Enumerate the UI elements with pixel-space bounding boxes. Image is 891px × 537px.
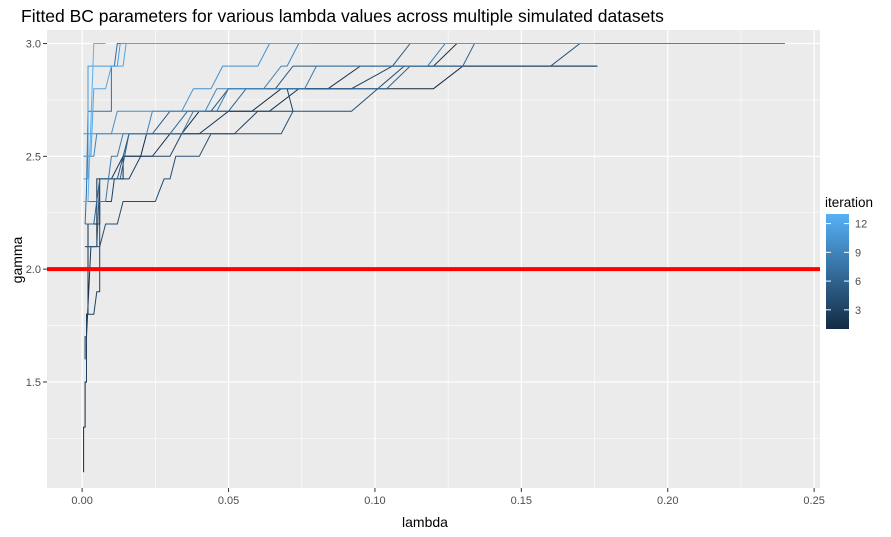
- x-tick-label: 0.25: [803, 495, 824, 507]
- legend-tick-label: 12: [855, 219, 867, 231]
- series-lines: [83, 43, 785, 473]
- legend-colorbar: [826, 214, 849, 329]
- series-line-iteration-9: [83, 43, 785, 157]
- y-tick-label: 2.5: [26, 151, 41, 163]
- y-tick-label: 1.5: [26, 377, 41, 389]
- y-axis-title: gamma: [9, 236, 25, 283]
- chart-title: Fitted BC parameters for various lambda …: [21, 6, 664, 26]
- legend: iteration 3 6 9 12: [825, 195, 873, 329]
- x-tick-label: 0.20: [657, 495, 678, 507]
- series-line-iteration-13: [83, 43, 106, 202]
- series-line-iteration-10: [83, 43, 454, 135]
- x-tick-label: 0.10: [364, 495, 385, 507]
- plot-panel: [47, 30, 820, 488]
- x-tick-label: 0.00: [71, 495, 92, 507]
- series-line-iteration-7: [84, 43, 129, 225]
- series-line-iteration-2: [84, 43, 458, 360]
- series-line-iteration-12: [83, 43, 311, 157]
- y-tick-label: 2.0: [26, 264, 41, 276]
- legend-tick-label: 6: [855, 276, 861, 288]
- x-tick-label: 0.15: [511, 495, 532, 507]
- x-axis-title: lambda: [402, 514, 448, 530]
- axes: 0.00 0.05 0.10 0.15 0.20 0.25 1.5 2.0 2.5 3.0: [26, 39, 825, 507]
- x-tick-label: 0.05: [218, 495, 239, 507]
- legend-tick-label: 9: [855, 247, 861, 259]
- legend-title: iteration: [825, 195, 873, 210]
- series-line-iteration-4: [85, 43, 581, 248]
- legend-tick-label: 3: [855, 305, 861, 317]
- legend-ticks: 3 6 9 12: [826, 219, 867, 317]
- y-tick-label: 3.0: [26, 39, 41, 51]
